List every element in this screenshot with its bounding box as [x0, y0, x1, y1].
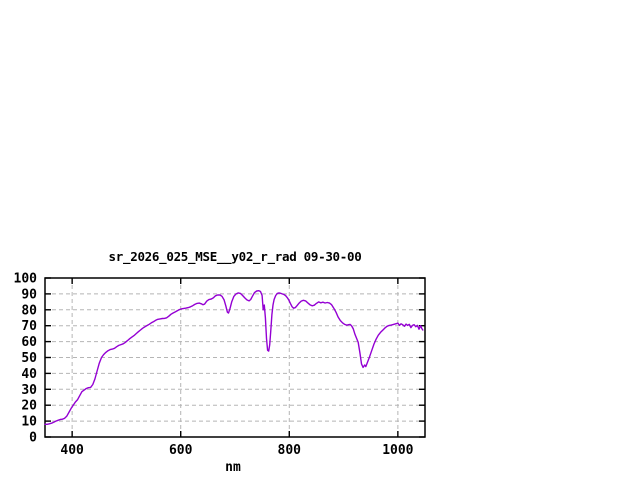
plot-border [44, 277, 426, 438]
y-tick-label: 40 [21, 367, 37, 382]
x-tick-label: 800 [278, 443, 302, 458]
y-tick-label: 10 [21, 415, 37, 430]
x-axis-label: nm [225, 460, 241, 475]
series-sr_2026_025_MSE__y02_r_rad [44, 290, 424, 425]
chart-title: sr_2026_025_MSE__y02_r_rad 09-30-00 [109, 249, 362, 265]
x-tick-label: 400 [60, 443, 84, 458]
data-curve [44, 290, 424, 425]
y-tick-label: 50 [21, 351, 37, 366]
y-tick-label: 80 [21, 303, 37, 318]
y-tick-label: 70 [21, 319, 37, 334]
y-tick-label: 90 [21, 287, 37, 302]
x-tick-label: 1000 [382, 443, 413, 458]
y-tick-label: 60 [21, 335, 37, 350]
y-tick-label: 0 [29, 431, 37, 446]
y-tick-label: 100 [14, 272, 38, 287]
y-tick-label: 30 [21, 383, 37, 398]
x-tick-label: 600 [169, 443, 193, 458]
y-tick-label: 20 [21, 399, 37, 414]
grid-lines [45, 278, 425, 437]
